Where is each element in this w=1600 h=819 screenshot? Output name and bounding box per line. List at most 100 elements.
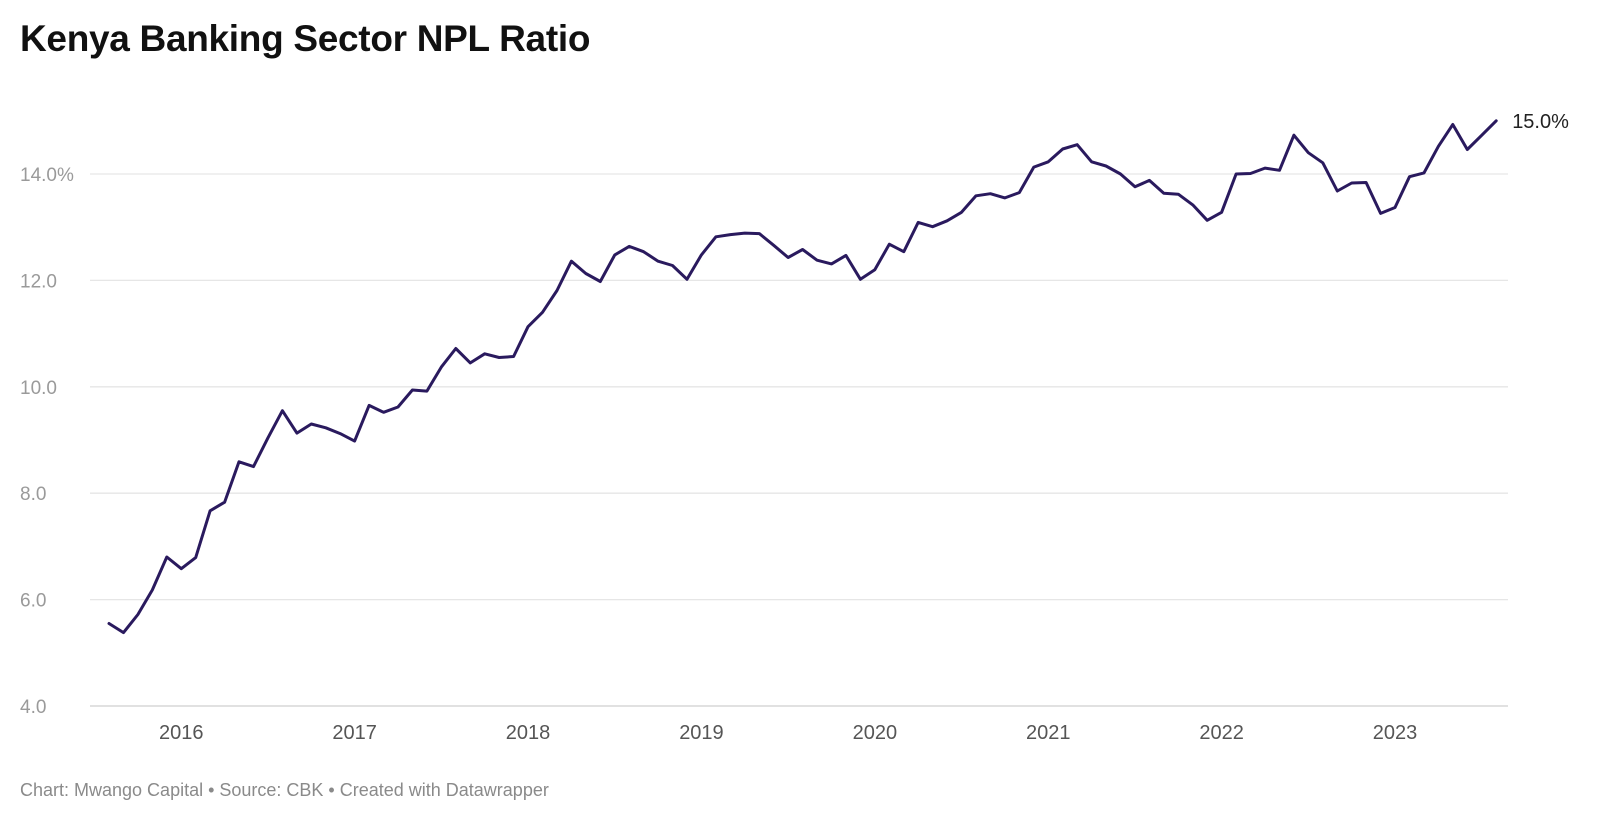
data-point [916,220,920,224]
data-point [1494,119,1498,123]
series-layer [107,119,1498,635]
data-point [367,403,371,407]
data-point [1017,191,1021,195]
y-tick-label: 6.0 [20,591,46,612]
data-point [237,460,241,464]
data-point [1364,181,1368,185]
data-point [1436,144,1440,148]
data-point [1090,160,1094,164]
data-point [223,500,227,504]
x-tick-label: 2019 [679,722,724,744]
data-point [772,243,776,247]
end-value-label: 15.0% [1512,111,1569,133]
data-point [584,272,588,276]
data-point [396,405,400,409]
data-point [309,422,313,426]
data-point [873,268,877,272]
data-point [425,389,429,393]
data-point [598,280,602,284]
chart-footer: Chart: Mwango Capital • Source: CBK • Cr… [20,780,549,800]
data-point [1408,175,1412,179]
x-tick-label: 2022 [1199,722,1244,744]
data-point [1379,211,1383,215]
data-point [454,347,458,351]
data-point [1046,160,1050,164]
data-point [714,235,718,239]
data-point [960,210,964,214]
x-tick-label: 2021 [1026,722,1071,744]
x-tick-label: 2018 [506,722,551,744]
data-point [844,253,848,257]
data-point [699,253,703,257]
data-point [555,289,559,293]
data-point [122,631,126,635]
data-point [497,356,501,360]
data-point [252,465,256,469]
y-axis-ticks: 4.0 6.0 8.0 10.0 12.0 14.0% [20,165,74,718]
data-point [165,555,169,559]
x-tick-label: 2017 [332,722,377,744]
data-point [1234,172,1238,176]
data-point [208,509,212,513]
data-point [107,622,111,626]
data-point [382,410,386,414]
data-point [1220,210,1224,214]
data-point [280,409,284,413]
data-point [194,556,198,560]
data-point [613,253,617,257]
data-point [627,244,631,248]
data-point [743,231,747,235]
x-tick-label: 2020 [853,722,898,744]
data-point [338,432,342,436]
data-point [324,426,328,430]
data-point [671,264,675,268]
data-point [757,232,761,236]
data-point [1119,172,1123,176]
x-tick-label: 2023 [1373,722,1418,744]
data-point [1147,178,1151,182]
data-point [815,258,819,262]
data-point [1191,203,1195,207]
data-point [1133,185,1137,189]
data-point [1278,168,1282,172]
npl-ratio-line [107,119,1498,635]
data-point [1075,143,1079,147]
data-point [266,436,270,440]
data-point [988,192,992,196]
data-point [858,277,862,281]
data-point [728,233,732,237]
data-point [179,567,183,571]
data-point [1335,189,1339,193]
y-tick-label: 10.0 [20,378,57,399]
data-point [1205,218,1209,222]
y-tick-label: 8.0 [20,484,46,505]
data-point [931,225,935,229]
data-point [801,248,805,252]
data-point [439,365,443,369]
data-point [974,194,978,198]
y-tick-label: 12.0 [20,271,57,292]
data-point [1465,148,1469,152]
data-point [1306,151,1310,155]
x-tick-label: 2016 [159,722,204,744]
data-point [526,325,530,329]
data-point [1321,161,1325,165]
data-point [1480,133,1484,137]
data-point [1393,206,1397,210]
data-point [1003,196,1007,200]
data-point [902,250,906,254]
data-point [1451,123,1455,127]
data-point [150,588,154,592]
data-point [830,262,834,266]
data-point [1032,165,1036,169]
data-point [483,352,487,356]
x-axis-ticks: 2016 2017 2018 2019 2020 2021 2022 2023 [159,722,1417,744]
data-point [1061,147,1065,151]
data-point [786,256,790,260]
data-point [685,277,689,281]
data-point [1249,172,1253,176]
data-point [1104,164,1108,168]
data-point [512,355,516,359]
data-point [1422,171,1426,175]
